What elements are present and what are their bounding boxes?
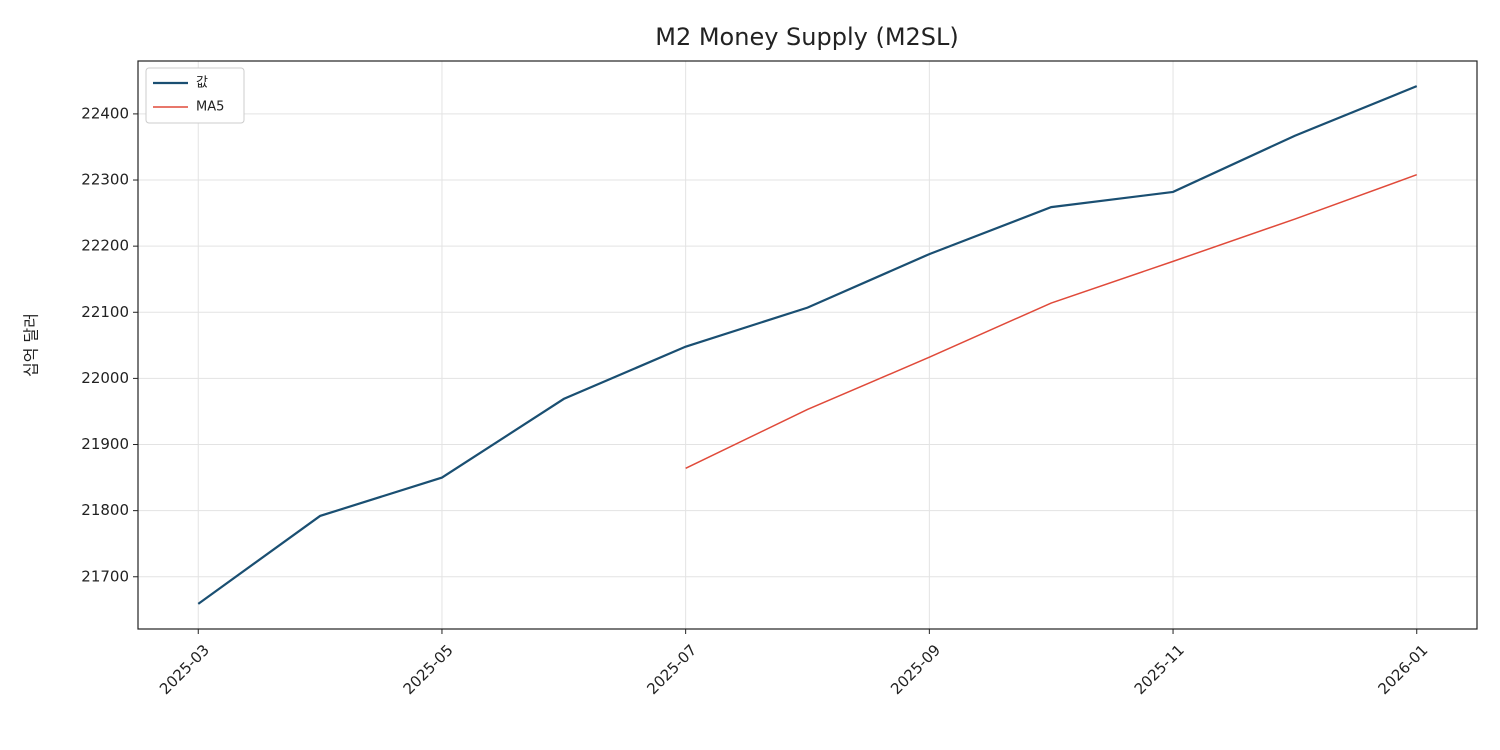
- y-axis-label: 십억 달러: [22, 313, 41, 377]
- y-tick-label: 22300: [81, 171, 129, 189]
- y-tick-label: 22100: [81, 303, 129, 321]
- legend-box: [145, 67, 245, 124]
- y-tick-label: 21700: [81, 567, 129, 585]
- line-series: [685, 174, 1417, 469]
- x-tick-label: 2025-11: [1131, 641, 1188, 698]
- x-tick-label: 2026-01: [1374, 641, 1431, 698]
- y-tick-label: 21900: [81, 435, 129, 453]
- x-tick-label: 2025-05: [400, 641, 457, 698]
- y-tick-label: 22400: [81, 104, 129, 122]
- y-tick-label: 22200: [81, 237, 129, 255]
- y-tick-label: 22000: [81, 369, 129, 387]
- line-series: [197, 85, 1418, 605]
- x-tick-label: 2025-03: [156, 641, 213, 698]
- x-tick-label: 2025-09: [887, 641, 944, 698]
- legend-label: 값: [196, 76, 208, 91]
- y-tick-label: 21800: [81, 501, 129, 519]
- plot-frame: [137, 60, 1478, 630]
- chart-title: M2 Money Supply (M2SL): [655, 23, 959, 51]
- x-tick-label: 2025-07: [643, 641, 700, 698]
- legend-label: MA5: [196, 100, 224, 115]
- legend: 값 MA5: [145, 67, 245, 124]
